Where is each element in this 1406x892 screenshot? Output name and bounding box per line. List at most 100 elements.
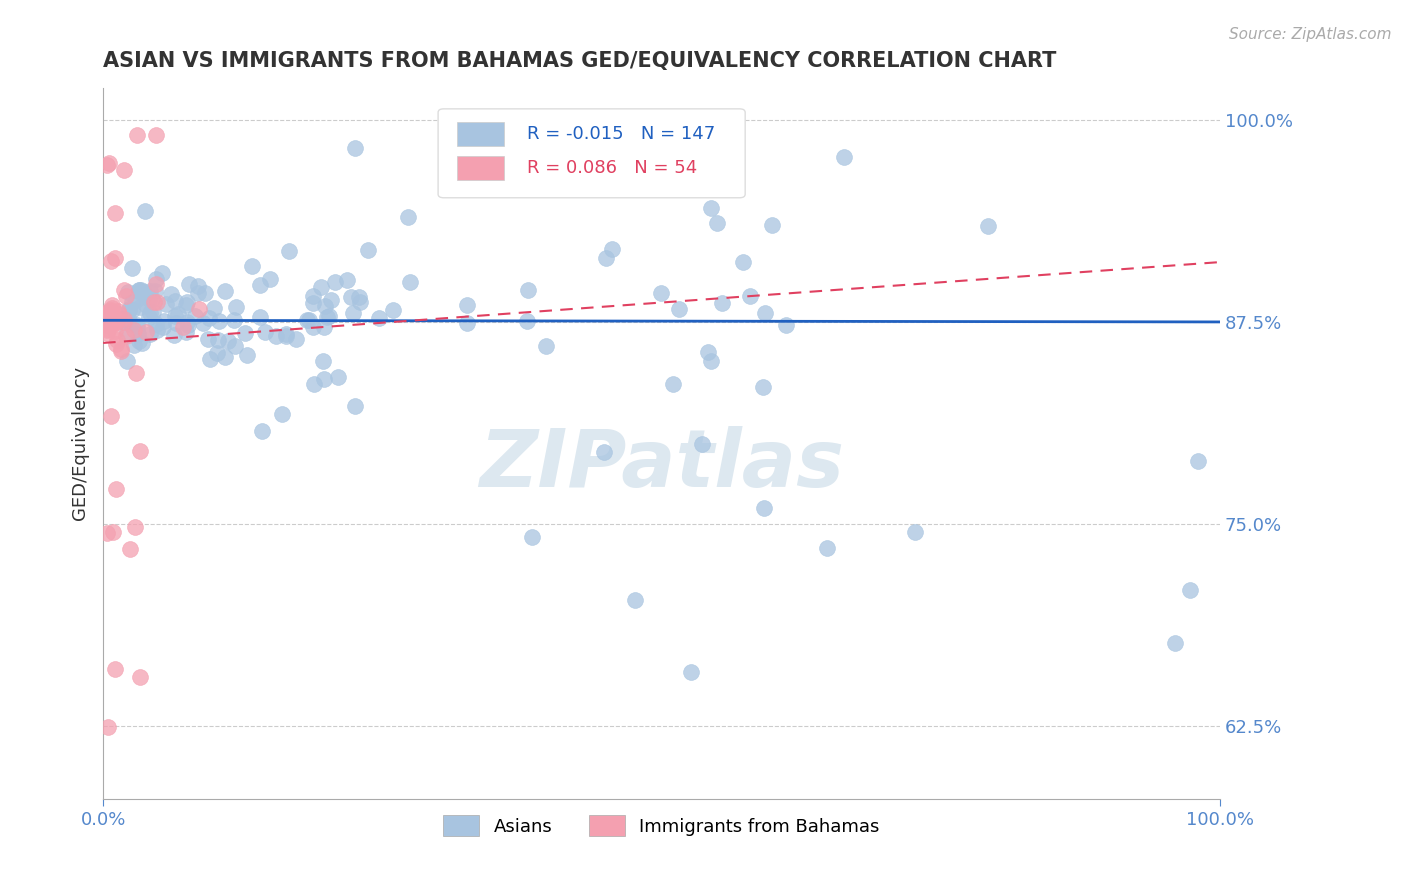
Point — [592, 445, 614, 459]
Point — [754, 501, 776, 516]
Point — [662, 376, 685, 391]
Point — [138, 310, 160, 324]
Point — [103, 310, 125, 325]
Point — [177, 277, 200, 291]
Point — [328, 370, 350, 384]
Point — [139, 284, 162, 298]
Point — [323, 276, 346, 290]
Point — [124, 520, 146, 534]
Point — [208, 314, 231, 328]
Point — [1164, 635, 1187, 649]
Point — [214, 350, 236, 364]
Point — [115, 289, 138, 303]
Point — [302, 289, 325, 303]
Point — [163, 327, 186, 342]
Point — [194, 286, 217, 301]
Point — [202, 301, 225, 315]
Point — [343, 141, 366, 155]
Point — [129, 285, 152, 300]
Point — [775, 318, 797, 332]
Point — [105, 482, 128, 496]
Point — [121, 302, 143, 317]
Point — [733, 254, 755, 268]
Point — [167, 307, 190, 321]
Point — [700, 354, 723, 368]
Point — [318, 309, 340, 323]
Point — [142, 304, 165, 318]
Point — [96, 322, 118, 336]
Point — [679, 665, 702, 679]
Point — [121, 260, 143, 275]
Point — [309, 279, 332, 293]
Point — [131, 335, 153, 350]
Point — [336, 273, 359, 287]
Point — [188, 301, 211, 316]
Point — [112, 312, 135, 326]
Point — [349, 295, 371, 310]
Point — [134, 204, 156, 219]
Point — [128, 444, 150, 458]
Point — [101, 308, 124, 322]
Point — [312, 353, 335, 368]
Point — [105, 313, 128, 327]
Point — [134, 285, 156, 299]
Point — [104, 662, 127, 676]
Point — [456, 298, 478, 312]
Point — [117, 313, 139, 327]
Point — [624, 592, 647, 607]
Point — [205, 346, 228, 360]
Point — [187, 279, 209, 293]
Point — [176, 295, 198, 310]
Point — [276, 326, 298, 341]
Point — [128, 283, 150, 297]
Point — [100, 301, 122, 315]
Point — [163, 293, 186, 308]
Point — [399, 275, 422, 289]
Point — [184, 309, 207, 323]
Point — [155, 297, 177, 311]
Point — [285, 332, 308, 346]
Point — [381, 302, 404, 317]
Point — [754, 305, 776, 319]
Point — [153, 314, 176, 328]
Point — [110, 342, 132, 356]
Point — [115, 328, 138, 343]
Point — [145, 128, 167, 142]
Point — [107, 304, 129, 318]
Point — [349, 290, 371, 304]
Point — [165, 309, 187, 323]
Point — [131, 283, 153, 297]
Point — [240, 259, 263, 273]
Point — [100, 304, 122, 318]
Point — [465, 181, 488, 195]
FancyBboxPatch shape — [457, 156, 503, 180]
Point — [152, 319, 174, 334]
Text: R = 0.086   N = 54: R = 0.086 N = 54 — [527, 159, 697, 177]
Point — [105, 336, 128, 351]
Point — [172, 319, 194, 334]
Point — [125, 318, 148, 333]
Point — [1187, 454, 1209, 468]
Point — [135, 298, 157, 312]
Point — [706, 216, 728, 230]
Point — [97, 318, 120, 332]
Point — [340, 290, 363, 304]
Point — [139, 306, 162, 320]
Point — [200, 352, 222, 367]
Point — [104, 206, 127, 220]
Point — [367, 311, 389, 326]
Point — [146, 294, 169, 309]
Text: Source: ZipAtlas.com: Source: ZipAtlas.com — [1229, 27, 1392, 42]
Point — [174, 298, 197, 312]
Point — [101, 298, 124, 312]
Point — [314, 299, 336, 313]
Point — [100, 253, 122, 268]
Point — [150, 266, 173, 280]
Point — [117, 301, 139, 316]
Point — [271, 408, 294, 422]
FancyBboxPatch shape — [457, 121, 503, 145]
Point — [976, 219, 998, 234]
Point — [298, 313, 321, 327]
Point — [112, 162, 135, 177]
Point — [125, 128, 148, 143]
